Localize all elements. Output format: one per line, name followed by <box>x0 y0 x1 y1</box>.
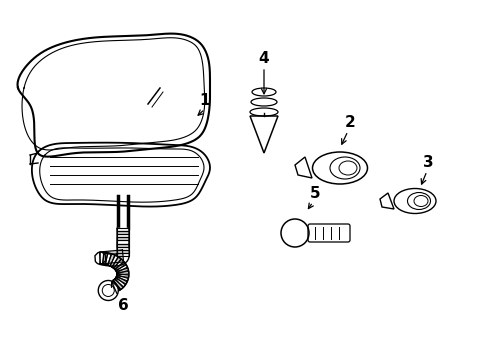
Polygon shape <box>117 231 129 234</box>
Polygon shape <box>117 274 129 278</box>
Polygon shape <box>117 250 129 253</box>
Polygon shape <box>116 265 127 273</box>
Polygon shape <box>115 276 127 284</box>
Polygon shape <box>116 275 128 281</box>
Polygon shape <box>117 228 129 231</box>
Polygon shape <box>117 243 129 247</box>
Polygon shape <box>102 252 107 265</box>
Text: 1: 1 <box>199 93 210 108</box>
Polygon shape <box>109 255 118 267</box>
Polygon shape <box>113 279 123 289</box>
Text: 6: 6 <box>118 297 128 312</box>
Polygon shape <box>113 259 123 270</box>
Polygon shape <box>117 240 129 243</box>
Polygon shape <box>105 253 111 265</box>
Polygon shape <box>116 268 128 274</box>
Polygon shape <box>117 271 129 275</box>
Polygon shape <box>115 262 125 271</box>
Polygon shape <box>99 250 123 264</box>
Polygon shape <box>111 257 121 269</box>
Polygon shape <box>117 247 129 250</box>
Polygon shape <box>107 254 115 266</box>
Polygon shape <box>117 253 129 256</box>
Text: 4: 4 <box>258 50 269 66</box>
Text: 5: 5 <box>309 185 320 201</box>
Text: 3: 3 <box>422 154 432 170</box>
Polygon shape <box>117 237 129 240</box>
Polygon shape <box>114 277 125 287</box>
Polygon shape <box>112 280 121 290</box>
Polygon shape <box>100 252 103 264</box>
Text: 2: 2 <box>344 114 355 130</box>
Polygon shape <box>117 234 129 237</box>
